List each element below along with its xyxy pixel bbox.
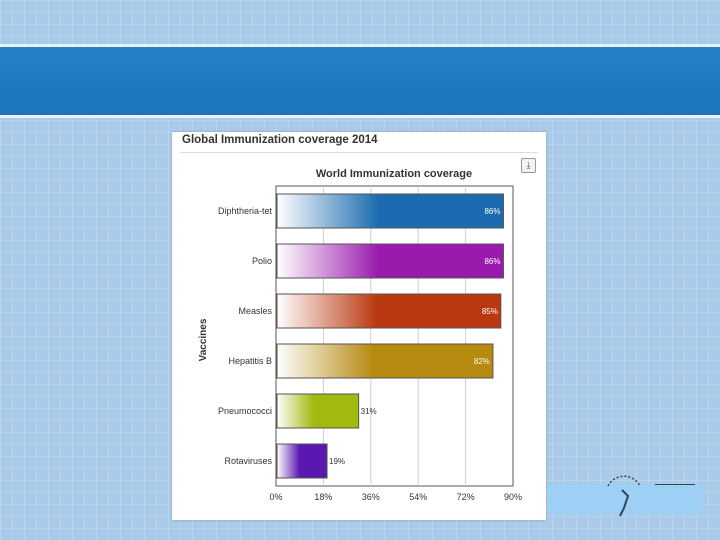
x-tick-label: 36% <box>362 492 380 502</box>
x-tick-label: 0% <box>269 492 282 502</box>
x-tick-label: 90% <box>504 492 522 502</box>
plot-area <box>275 185 514 487</box>
category-label: Pneumococci <box>218 406 272 416</box>
data-label: 86% <box>484 257 500 266</box>
data-label: 31% <box>361 407 377 416</box>
data-label: 85% <box>482 307 498 316</box>
logo-rule <box>655 484 695 485</box>
data-label: 19% <box>329 457 345 466</box>
bar-chart: 0% 18% 36% 54% 72% 90% Diphtheria-tet 86% Polio 8… <box>198 168 522 502</box>
x-tick-label: 72% <box>457 492 475 502</box>
category-label: Hepatitis B <box>228 356 272 366</box>
bar-hepatitis-b[interactable] <box>276 343 494 379</box>
card-divider <box>180 152 538 153</box>
bar-rotaviruses[interactable] <box>276 443 328 479</box>
footer-box <box>547 484 703 514</box>
download-icon[interactable]: ⤓ <box>521 158 536 173</box>
category-label: Diphtheria-tet <box>218 206 273 216</box>
category-label: Measles <box>238 306 272 316</box>
bar-pneumococci[interactable] <box>276 393 360 429</box>
chart-card: Global Immunization coverage 2014 0% 18% 3… <box>172 132 546 520</box>
y-axis-title: Vaccines <box>198 318 209 361</box>
header-bottom-rule <box>0 115 720 118</box>
bar-measles[interactable] <box>276 293 502 329</box>
category-label: Rotaviruses <box>224 456 272 466</box>
bar-polio[interactable] <box>276 243 504 279</box>
slide-title-band <box>0 47 720 115</box>
category-label: Polio <box>252 256 272 266</box>
bar-diphtheria-tet[interactable] <box>276 193 504 229</box>
data-label: 82% <box>474 357 490 366</box>
card-title: Global Immunization coverage 2014 <box>182 134 378 146</box>
header-top-rule <box>0 44 720 47</box>
emblem-logo <box>607 475 641 517</box>
x-tick-label: 54% <box>409 492 427 502</box>
data-label: 86% <box>484 207 500 216</box>
x-tick-label: 18% <box>314 492 332 502</box>
chart-title: World Immunization coverage <box>316 168 472 180</box>
